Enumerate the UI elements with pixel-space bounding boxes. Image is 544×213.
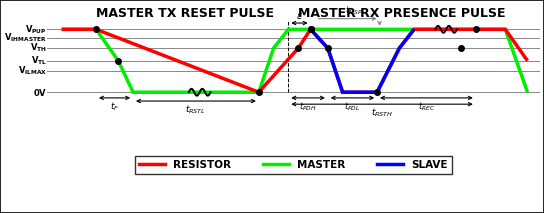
Text: $\mathbf{0V}$: $\mathbf{0V}$ [33, 87, 47, 98]
Text: MASTER TX RESET PULSE: MASTER TX RESET PULSE [96, 7, 274, 20]
Text: $t_{PDH}$: $t_{PDH}$ [299, 100, 317, 113]
Legend: RESISTOR, MASTER, SLAVE: RESISTOR, MASTER, SLAVE [135, 156, 452, 174]
Text: $t_{RSTL}$: $t_{RSTL}$ [186, 104, 206, 116]
Text: $t_{REC}$: $t_{REC}$ [418, 100, 435, 113]
Text: $\mathbf{V_{PUP}}$: $\mathbf{V_{PUP}}$ [25, 23, 47, 36]
Text: $t_{RSTH}$: $t_{RSTH}$ [371, 107, 393, 119]
Text: MASTER RX PRESENCE PULSE: MASTER RX PRESENCE PULSE [298, 7, 505, 20]
Text: $\mathbf{V_{IHMASTER}}$: $\mathbf{V_{IHMASTER}}$ [4, 32, 47, 44]
Text: $\mathbf{V_{TH}}$: $\mathbf{V_{TH}}$ [30, 42, 47, 55]
Text: $t_F$: $t_F$ [110, 100, 119, 113]
Text: $\mathbf{V_{TL}}$: $\mathbf{V_{TL}}$ [30, 55, 47, 67]
Text: $t_{PDL}$: $t_{PDL}$ [344, 100, 361, 113]
Text: $\mathbf{V_{ILMAX}}$: $\mathbf{V_{ILMAX}}$ [17, 65, 47, 77]
Text: $t_{MSP}$: $t_{MSP}$ [345, 5, 363, 17]
Text: $\varepsilon$: $\varepsilon$ [296, 10, 303, 20]
